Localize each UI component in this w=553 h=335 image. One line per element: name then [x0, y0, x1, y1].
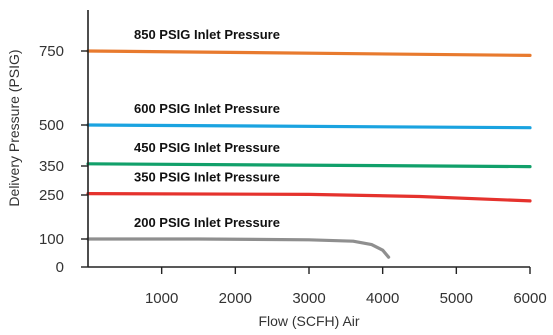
y-tick-label: 100	[39, 231, 64, 248]
x-axis-title: Flow (SCFH) Air	[258, 313, 359, 329]
series-line	[86, 237, 391, 259]
y-axis-ticks: 0 100 250 350 500 750	[39, 43, 88, 276]
x-axis-ticks: 1000 2000 3000 4000 5000 6000	[145, 267, 547, 307]
x-tick-label: 5000	[440, 290, 473, 307]
series-line	[86, 49, 532, 57]
y-axis-title: Delivery Pressure (PSIG)	[6, 49, 22, 206]
x-tick-label: 1000	[145, 290, 178, 307]
x-tick-label: 4000	[366, 290, 399, 307]
series-label: 350 PSIG Inlet Pressure	[134, 170, 280, 185]
y-tick-label: 0	[56, 259, 64, 276]
series-line	[86, 192, 532, 203]
y-tick-label: 250	[39, 187, 64, 204]
x-tick-label: 6000	[513, 290, 546, 307]
series-labels: 850 PSIG Inlet Pressure 600 PSIG Inlet Pr…	[134, 27, 280, 230]
y-tick-label: 750	[39, 43, 64, 60]
series-label: 450 PSIG Inlet Pressure	[134, 140, 280, 155]
series-line	[86, 162, 532, 169]
series-line	[86, 123, 532, 130]
x-tick-label: 2000	[219, 290, 252, 307]
series-label: 200 PSIG Inlet Pressure	[134, 215, 280, 230]
x-tick-label: 3000	[292, 290, 325, 307]
series-lines	[86, 49, 532, 259]
y-tick-label: 350	[39, 158, 64, 175]
series-label: 850 PSIG Inlet Pressure	[134, 27, 280, 42]
y-tick-label: 500	[39, 117, 64, 134]
series-label: 600 PSIG Inlet Pressure	[134, 101, 280, 116]
